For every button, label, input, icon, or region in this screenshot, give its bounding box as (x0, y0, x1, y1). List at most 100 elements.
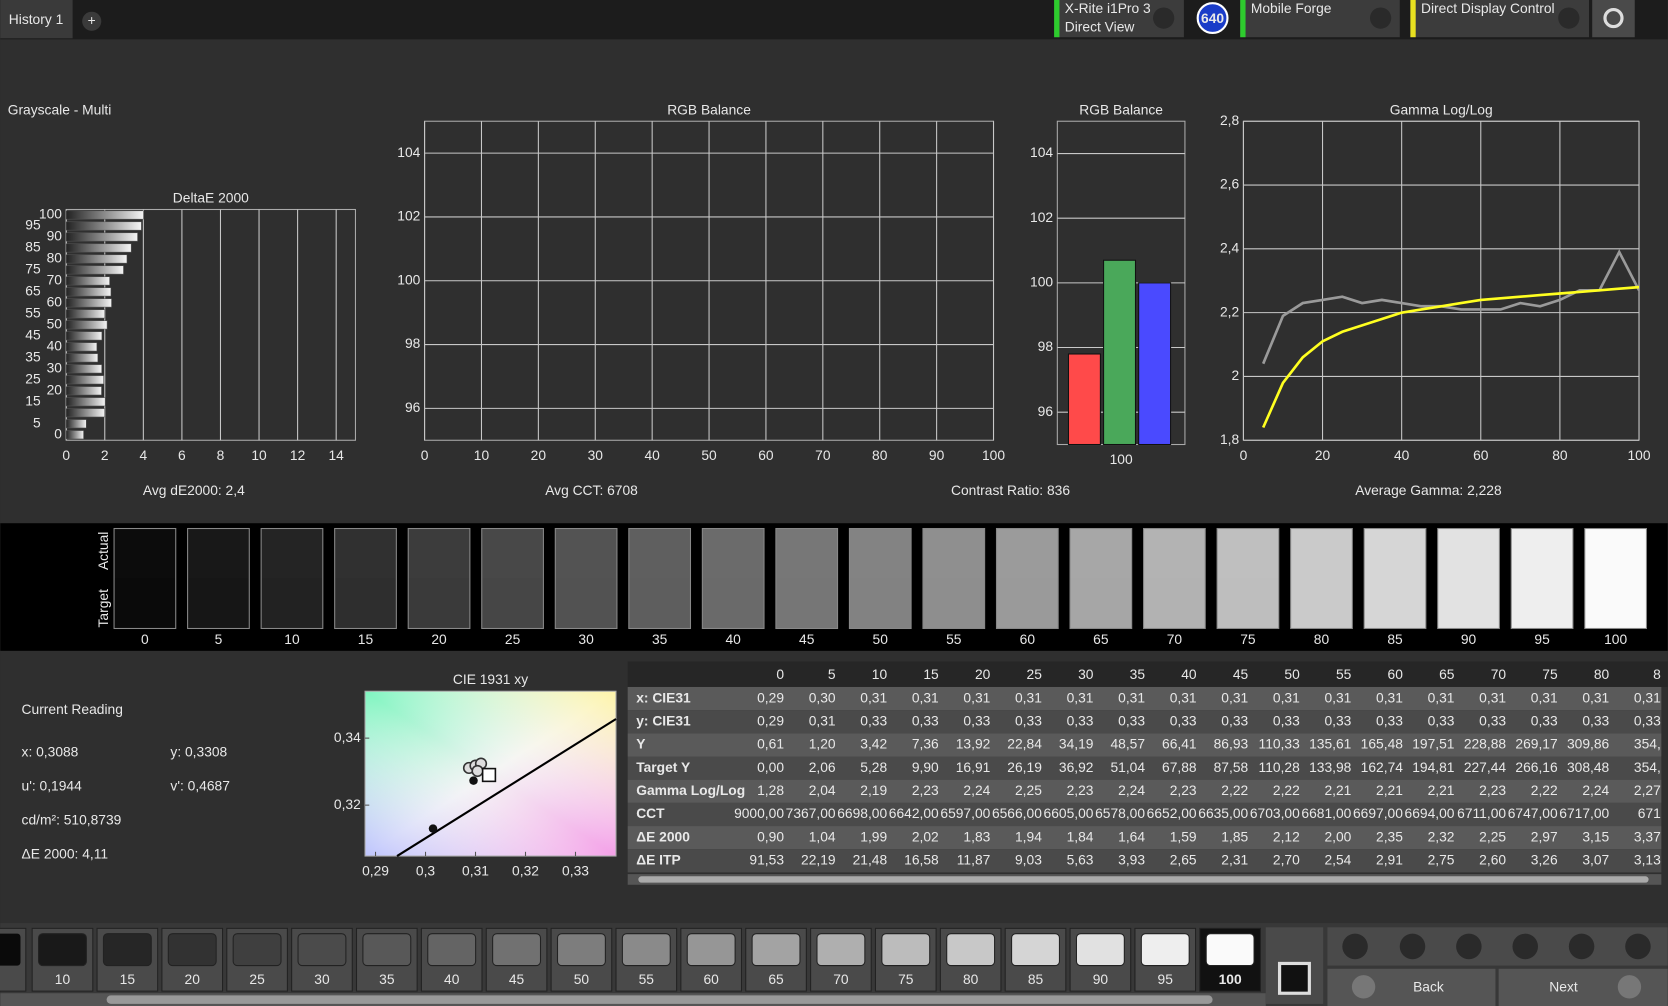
bar (65, 397, 106, 407)
table-cell: 2,12 (1273, 828, 1300, 844)
scroll-thumb[interactable] (106, 995, 1213, 1004)
series-line (1261, 285, 1640, 429)
stop-button[interactable] (1342, 933, 1368, 960)
chart-title: RGB Balance (667, 101, 751, 117)
dropdown[interactable] (1153, 7, 1175, 29)
table-cell: 0,33 (1376, 713, 1403, 729)
record-button[interactable] (1625, 933, 1651, 960)
table-header: 65 (1439, 666, 1455, 682)
swatch-target (1437, 578, 1500, 629)
table-cell: 194,81 (1412, 759, 1454, 775)
table-cell: 0,30 (809, 689, 836, 705)
table-cell: 133,98 (1309, 759, 1352, 775)
table-cell: 2,24 (963, 782, 990, 798)
settings-button[interactable] (1592, 0, 1635, 38)
patch-label: 65 (768, 971, 784, 987)
reading-title: Current Reading (22, 701, 123, 717)
swatch-label: 45 (799, 631, 815, 647)
x-tick-label: 0 (62, 447, 70, 463)
bar (65, 375, 104, 385)
patch-label: 90 (1093, 971, 1109, 987)
table-header: 0 (776, 666, 784, 682)
table-cell: 0,33 (1273, 713, 1300, 729)
table-cell: 1,94 (1015, 828, 1042, 844)
row-label: x: CIE31 (636, 689, 691, 705)
patch-label: 95 (1158, 971, 1174, 987)
dropdown[interactable] (1369, 7, 1392, 29)
swatch-frame (481, 527, 544, 630)
table-cell: 6711,00 (1457, 805, 1506, 821)
table-header: 55 (1336, 666, 1352, 682)
y-category-label: 65 (25, 283, 41, 299)
x-tick-label: 60 (1473, 447, 1489, 463)
bar (65, 232, 138, 242)
tab[interactable] (0, 0, 73, 39)
swatch-label: 75 (1240, 631, 1256, 647)
table-header: 8 (1653, 666, 1661, 682)
planckian-locus (396, 718, 617, 857)
patch-swatch (492, 933, 542, 967)
table-row (627, 779, 1662, 803)
add-tab[interactable] (82, 11, 102, 31)
row-label: CCT (636, 805, 665, 821)
table-cell: 0,31 (1634, 689, 1661, 705)
row-label: Target (95, 589, 111, 628)
badge[interactable] (1196, 2, 1229, 35)
y-tick-label: 100 (1030, 274, 1053, 290)
swatch-label: 15 (358, 631, 374, 647)
display-name: Direct Display Control (1421, 0, 1555, 16)
table-row (627, 756, 1662, 780)
patch-label: 50 (574, 971, 590, 987)
table-cell: 2,27 (1634, 782, 1661, 798)
y-category-label: 60 (47, 294, 63, 310)
table-cell: 1,64 (1118, 828, 1145, 844)
step-button[interactable] (1456, 933, 1482, 960)
x-tick-label: 0,3 (416, 863, 436, 879)
table-header: 25 (1027, 666, 1043, 682)
y-tick-label: 0,32 (334, 796, 361, 812)
next-button[interactable] (1498, 968, 1668, 1006)
table-cell: 2,19 (860, 782, 887, 798)
table-cell: 6703,00 (1250, 805, 1300, 821)
status-bar (1240, 0, 1246, 38)
x-tick-label: 20 (531, 447, 547, 463)
swatch-frame (1437, 527, 1500, 630)
patch-swatch (102, 933, 152, 967)
dropdown[interactable] (1558, 7, 1580, 29)
table-cell: 0,33 (1479, 713, 1506, 729)
table-row (627, 686, 1662, 711)
table-cell: 0,31 (1324, 689, 1351, 705)
bar (65, 320, 108, 330)
swatch-label: 30 (578, 631, 594, 647)
refresh-button[interactable] (1568, 933, 1595, 960)
table-cell: 6694,00 (1405, 805, 1455, 821)
swatch-frame (1584, 527, 1647, 630)
table-scroll-thumb[interactable] (638, 876, 1649, 883)
plot-frame (364, 690, 617, 857)
swatch-label: 5 (215, 631, 223, 647)
patch-label: 20 (185, 971, 201, 987)
gear-icon (1603, 7, 1624, 29)
table-cell: 9,03 (1015, 852, 1042, 868)
swatch-actual (1290, 528, 1353, 579)
patch-swatch (1075, 933, 1125, 967)
patch-label: 70 (833, 971, 849, 987)
swatch-actual (1070, 528, 1132, 579)
loop-button[interactable] (1512, 933, 1538, 960)
table-header: 45 (1233, 666, 1249, 682)
table-cell: 110,28 (1259, 759, 1301, 775)
bar (1067, 353, 1101, 446)
page-title: Grayscale - Multi (8, 101, 112, 117)
status-bar (1054, 0, 1060, 38)
table-cell: 0,33 (963, 713, 990, 729)
table-cell: 2,24 (1118, 782, 1145, 798)
table-cell: 3,26 (1531, 852, 1558, 868)
play-button[interactable] (1399, 933, 1426, 960)
y-category-label: 50 (47, 316, 63, 332)
table-cell: 0,31 (1273, 689, 1300, 705)
swatch-target (1584, 578, 1647, 629)
reading-line: ΔE 2000: 4,11 (22, 846, 109, 862)
table-header: 20 (975, 666, 991, 682)
chart-title: RGB Balance (1079, 101, 1163, 117)
